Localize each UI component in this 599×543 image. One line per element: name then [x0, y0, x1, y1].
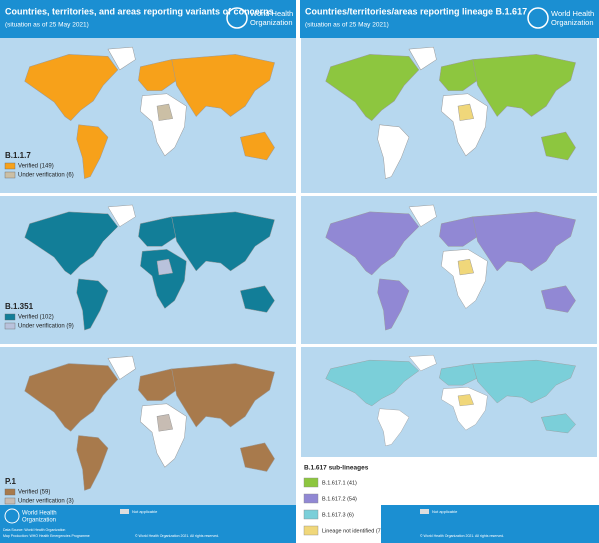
legend-swatch: [120, 509, 129, 514]
country-region: [472, 54, 576, 117]
country-region: [171, 363, 275, 428]
legend-swatch: [303, 493, 319, 504]
legend-swatch: [303, 509, 319, 520]
left-title: Countries, territories, and areas report…: [5, 6, 274, 16]
country-region: [441, 387, 488, 431]
legend-title: B.1.617 sub-lineages: [304, 465, 369, 472]
left-org: World Health: [250, 9, 293, 18]
country-region: [24, 54, 119, 121]
footer-text: © World Health Organization 2021. All ri…: [420, 534, 504, 538]
footer-text: © World Health Organization 2021. All ri…: [135, 534, 219, 538]
legend-swatch: [303, 525, 319, 536]
world-map: [325, 204, 576, 331]
right-org: Organization: [551, 18, 594, 27]
who-emblem: [4, 508, 20, 524]
country-region: [171, 211, 275, 272]
country-region: [325, 54, 420, 121]
legend-text: Under verification (9): [18, 324, 74, 330]
country-region: [107, 355, 136, 380]
country-region: [76, 278, 109, 331]
legend-text: B.1.617.1 (41): [322, 480, 357, 486]
right-org: World Health: [551, 9, 594, 18]
country-region: [140, 249, 187, 309]
legend-swatch: [4, 322, 16, 330]
country-region: [239, 285, 275, 313]
country-region: [472, 211, 576, 272]
world-map: [24, 355, 275, 491]
footer-text: Map Production: WHO Health Emergencies P…: [3, 534, 90, 538]
country-region: [156, 414, 173, 432]
footer-org: World Health: [22, 511, 57, 517]
legend-swatch: [4, 171, 16, 179]
country-region: [140, 403, 187, 468]
country-region: [24, 211, 119, 276]
country-region: [377, 278, 410, 331]
country-region: [76, 124, 109, 179]
world-map: [325, 46, 576, 179]
right-title: Countries/territories/areas reporting li…: [305, 6, 527, 16]
legend-swatch: [303, 477, 319, 488]
legend-swatch: [4, 162, 16, 170]
footer-text: Data Source: World Health Organization: [3, 528, 65, 532]
country-region: [457, 394, 474, 407]
country-region: [441, 249, 488, 309]
country-region: [140, 93, 187, 157]
world-map: [24, 204, 275, 331]
country-region: [156, 258, 173, 276]
variant-label: B.1.351: [5, 302, 34, 311]
legend-swatch: [4, 497, 16, 505]
legend-text: Under verification (6): [18, 173, 74, 179]
country-region: [540, 131, 576, 161]
country-region: [377, 408, 410, 447]
legend-text: Verified (59): [18, 490, 50, 496]
right-header: [300, 0, 599, 38]
legend-text: Verified (149): [18, 164, 54, 170]
country-region: [472, 359, 576, 404]
left-subtitle: (situation as of 25 May 2021): [5, 22, 89, 29]
legend-text: Lineage not identified (7): [322, 528, 383, 534]
country-region: [540, 285, 576, 313]
country-region: [540, 413, 576, 434]
legend-text: B.1.617.3 (6): [322, 512, 354, 518]
legend-swatch: [4, 488, 16, 496]
who-emblem: [226, 7, 248, 29]
variant-label: B.1.1.7: [5, 151, 31, 160]
footer-org: Organization: [22, 518, 56, 524]
country-region: [76, 435, 109, 491]
footer-text: Not applicable: [132, 509, 158, 514]
country-region: [408, 46, 437, 71]
left-org: Organization: [250, 18, 293, 27]
legend-text: Verified (102): [18, 315, 54, 321]
country-region: [408, 354, 437, 372]
footer: [381, 505, 599, 543]
country-region: [408, 204, 437, 227]
legend-text: B.1.617.2 (54): [322, 496, 357, 502]
country-region: [239, 131, 275, 161]
footer: [0, 505, 296, 543]
country-region: [171, 54, 275, 117]
legend-text: Under verification (3): [18, 499, 74, 505]
world-map: [325, 354, 576, 447]
legend-swatch: [4, 313, 16, 321]
footer-text: Not applicable: [432, 509, 458, 514]
country-region: [325, 359, 420, 407]
country-region: [107, 204, 136, 227]
country-region: [24, 363, 119, 432]
legend-swatch: [420, 509, 429, 514]
country-region: [156, 103, 173, 121]
country-region: [441, 93, 488, 157]
country-region: [325, 211, 420, 276]
country-region: [457, 258, 474, 276]
who-emblem: [527, 7, 549, 29]
variant-label: P.1: [5, 477, 17, 486]
country-region: [239, 442, 275, 472]
country-region: [377, 124, 410, 179]
world-map: [24, 46, 275, 179]
country-region: [107, 46, 136, 71]
country-region: [457, 103, 474, 121]
right-subtitle: (situation as of 25 May 2021): [305, 22, 389, 29]
